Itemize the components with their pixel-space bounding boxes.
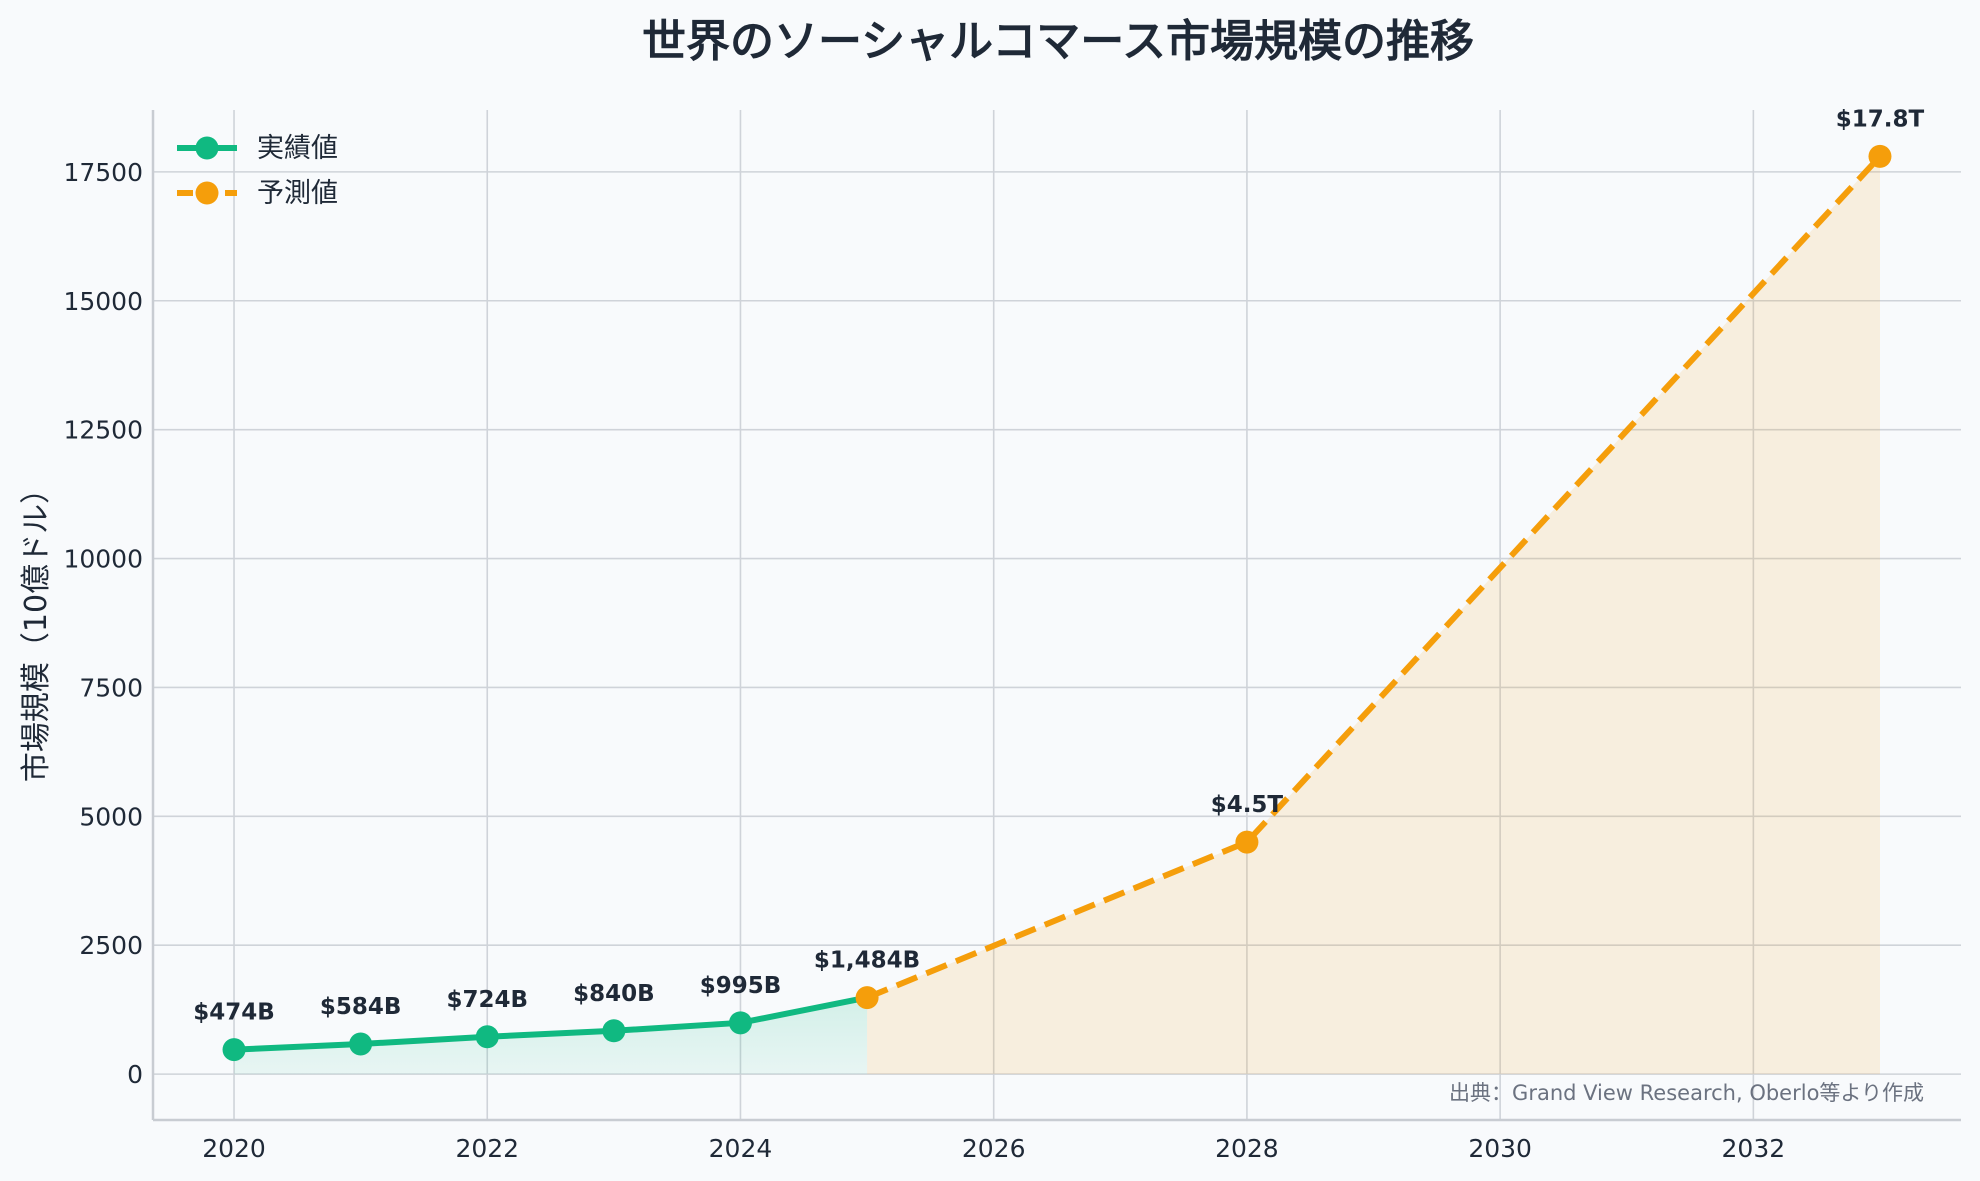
data-point <box>728 1011 752 1035</box>
data-point <box>855 986 879 1010</box>
x-tick-label: 2020 <box>202 1134 266 1163</box>
data-label: $840B <box>573 981 655 1007</box>
y-tick-label: 15000 <box>63 287 143 316</box>
series-line-forecast <box>865 154 1883 1001</box>
data-point <box>349 1032 373 1056</box>
legend-label: 実績値 <box>257 133 338 164</box>
y-tick-label: 2500 <box>79 931 143 960</box>
data-label: $4.5T <box>1211 792 1284 818</box>
data-label: $1,484B <box>814 948 920 974</box>
x-tick-label: 2022 <box>455 1134 519 1163</box>
y-tick-label: 0 <box>127 1060 143 1089</box>
y-tick-label: 17500 <box>63 158 143 187</box>
data-point <box>1868 144 1892 168</box>
source-annotation: 出典：Grand View Research, Oberlo等より作成 <box>1449 1081 1924 1105</box>
y-tick-label: 7500 <box>79 673 143 702</box>
y-tick-label: 5000 <box>79 802 143 831</box>
data-label: $474B <box>193 1000 275 1026</box>
legend-marker <box>195 136 219 160</box>
x-tick-label: 2030 <box>1468 1134 1532 1163</box>
data-label: $17.8T <box>1836 106 1925 132</box>
x-tick-label: 2028 <box>1215 1134 1279 1163</box>
y-tick-label: 10000 <box>63 545 143 574</box>
tick-labels: 2020 2022 2024 2026 2028 2030 2032 0 2500 5000 750… <box>63 158 1785 1163</box>
x-tick-label: 2024 <box>709 1134 773 1163</box>
data-label: $995B <box>700 973 782 999</box>
data-label: $724B <box>446 987 528 1013</box>
data-point <box>602 1019 626 1043</box>
area-fill-forecast <box>867 156 1880 1075</box>
y-axis-label: 市場規模（10億ドル） <box>19 474 54 782</box>
data-labels: $474B $584B $724B $840B $995B $1,484B $4.5T $17… <box>193 106 1924 1025</box>
data-point <box>475 1025 499 1049</box>
chart-title: 世界のソーシャルコマース市場規模の推移 <box>642 16 1474 67</box>
legend-label: 予測値 <box>257 178 338 209</box>
y-tick-label: 12500 <box>63 416 143 445</box>
series-line-actual <box>233 994 868 1053</box>
data-point <box>222 1038 246 1062</box>
data-point <box>1235 830 1259 854</box>
data-label: $584B <box>320 994 402 1020</box>
axes <box>151 110 1961 1122</box>
x-tick-label: 2026 <box>962 1134 1026 1163</box>
x-tick-label: 2032 <box>1722 1134 1786 1163</box>
series-points <box>222 144 1892 1062</box>
series-lines <box>233 154 1883 1053</box>
legend-marker <box>195 181 219 205</box>
